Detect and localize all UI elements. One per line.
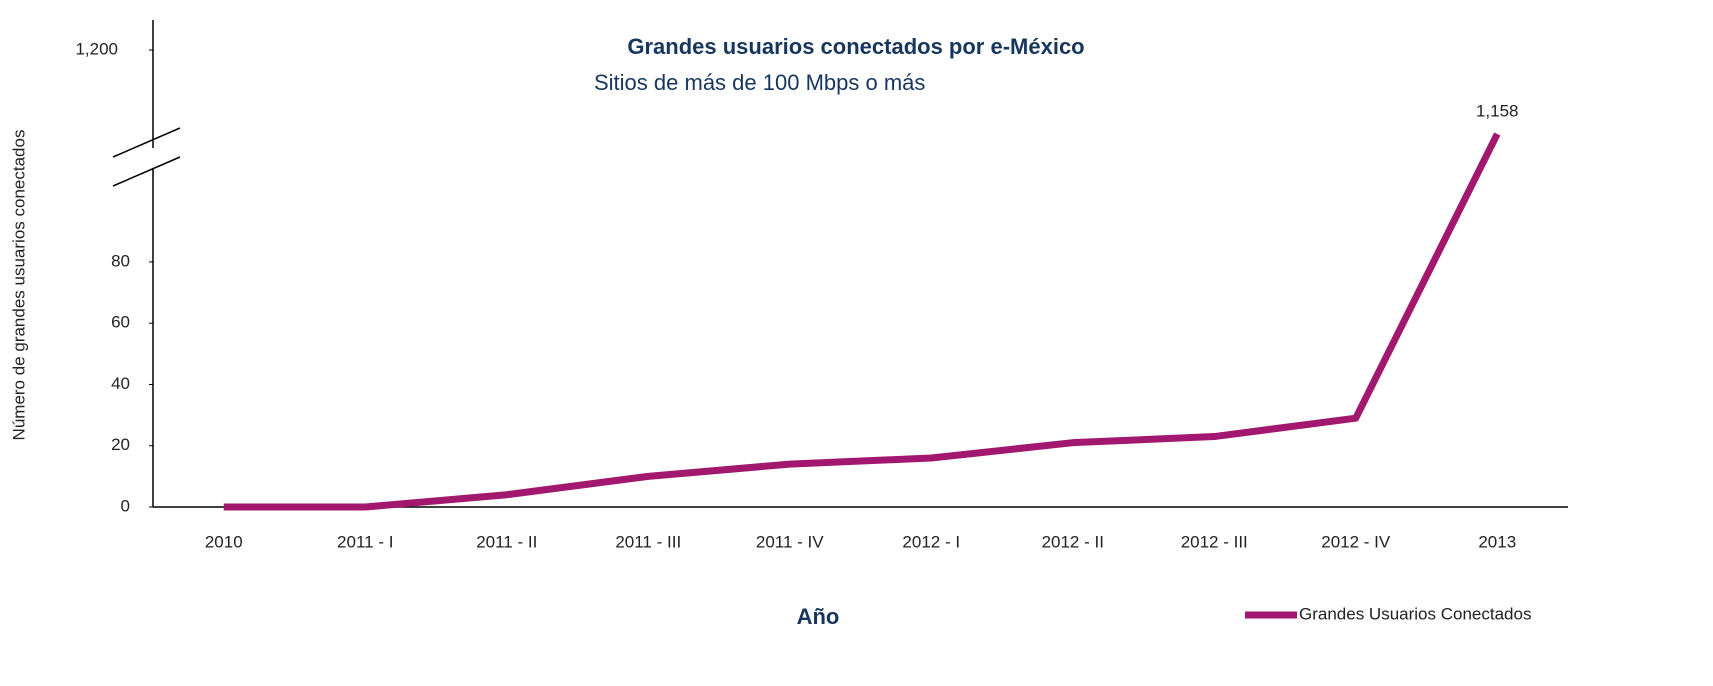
y-tick-label: 40 — [111, 374, 130, 393]
axis-break-mark — [112, 127, 181, 158]
y-tick-label: 60 — [111, 313, 130, 332]
x-tick-label: 2012 - II — [1042, 532, 1104, 551]
chart-title: Grandes usuarios conectados por e-México — [627, 34, 1084, 59]
series-line — [223, 132, 1501, 511]
y-axis-label: Número de grandes usuarios conectados — [9, 130, 28, 441]
x-axis-label: Año — [797, 604, 840, 629]
y-tick-label: 20 — [111, 435, 130, 454]
x-tick-label: 2011 - II — [476, 532, 537, 551]
x-tick-label: 2011 - I — [337, 532, 393, 551]
y-tick-label: 1,200 — [75, 39, 118, 58]
x-tick-label: 2012 - III — [1181, 532, 1248, 551]
x-tick-label: 2011 - IV — [756, 532, 824, 551]
chart-subtitle: Sitios de más de 100 Mbps o más — [594, 70, 925, 95]
x-tick-label: 2012 - IV — [1321, 532, 1391, 551]
axis-break-gap — [140, 148, 166, 168]
x-tick-label: 2010 — [205, 532, 243, 551]
legend-label: Grandes Usuarios Conectados — [1299, 604, 1531, 623]
y-tick-label: 0 — [121, 496, 130, 515]
axis-break-mark — [112, 156, 181, 187]
data-label: 1,158 — [1476, 101, 1519, 120]
x-tick-label: 2013 — [1478, 532, 1516, 551]
y-tick-label: 80 — [111, 251, 130, 270]
x-tick-label: 2012 - I — [902, 532, 960, 551]
x-tick-label: 2011 - III — [615, 532, 681, 551]
